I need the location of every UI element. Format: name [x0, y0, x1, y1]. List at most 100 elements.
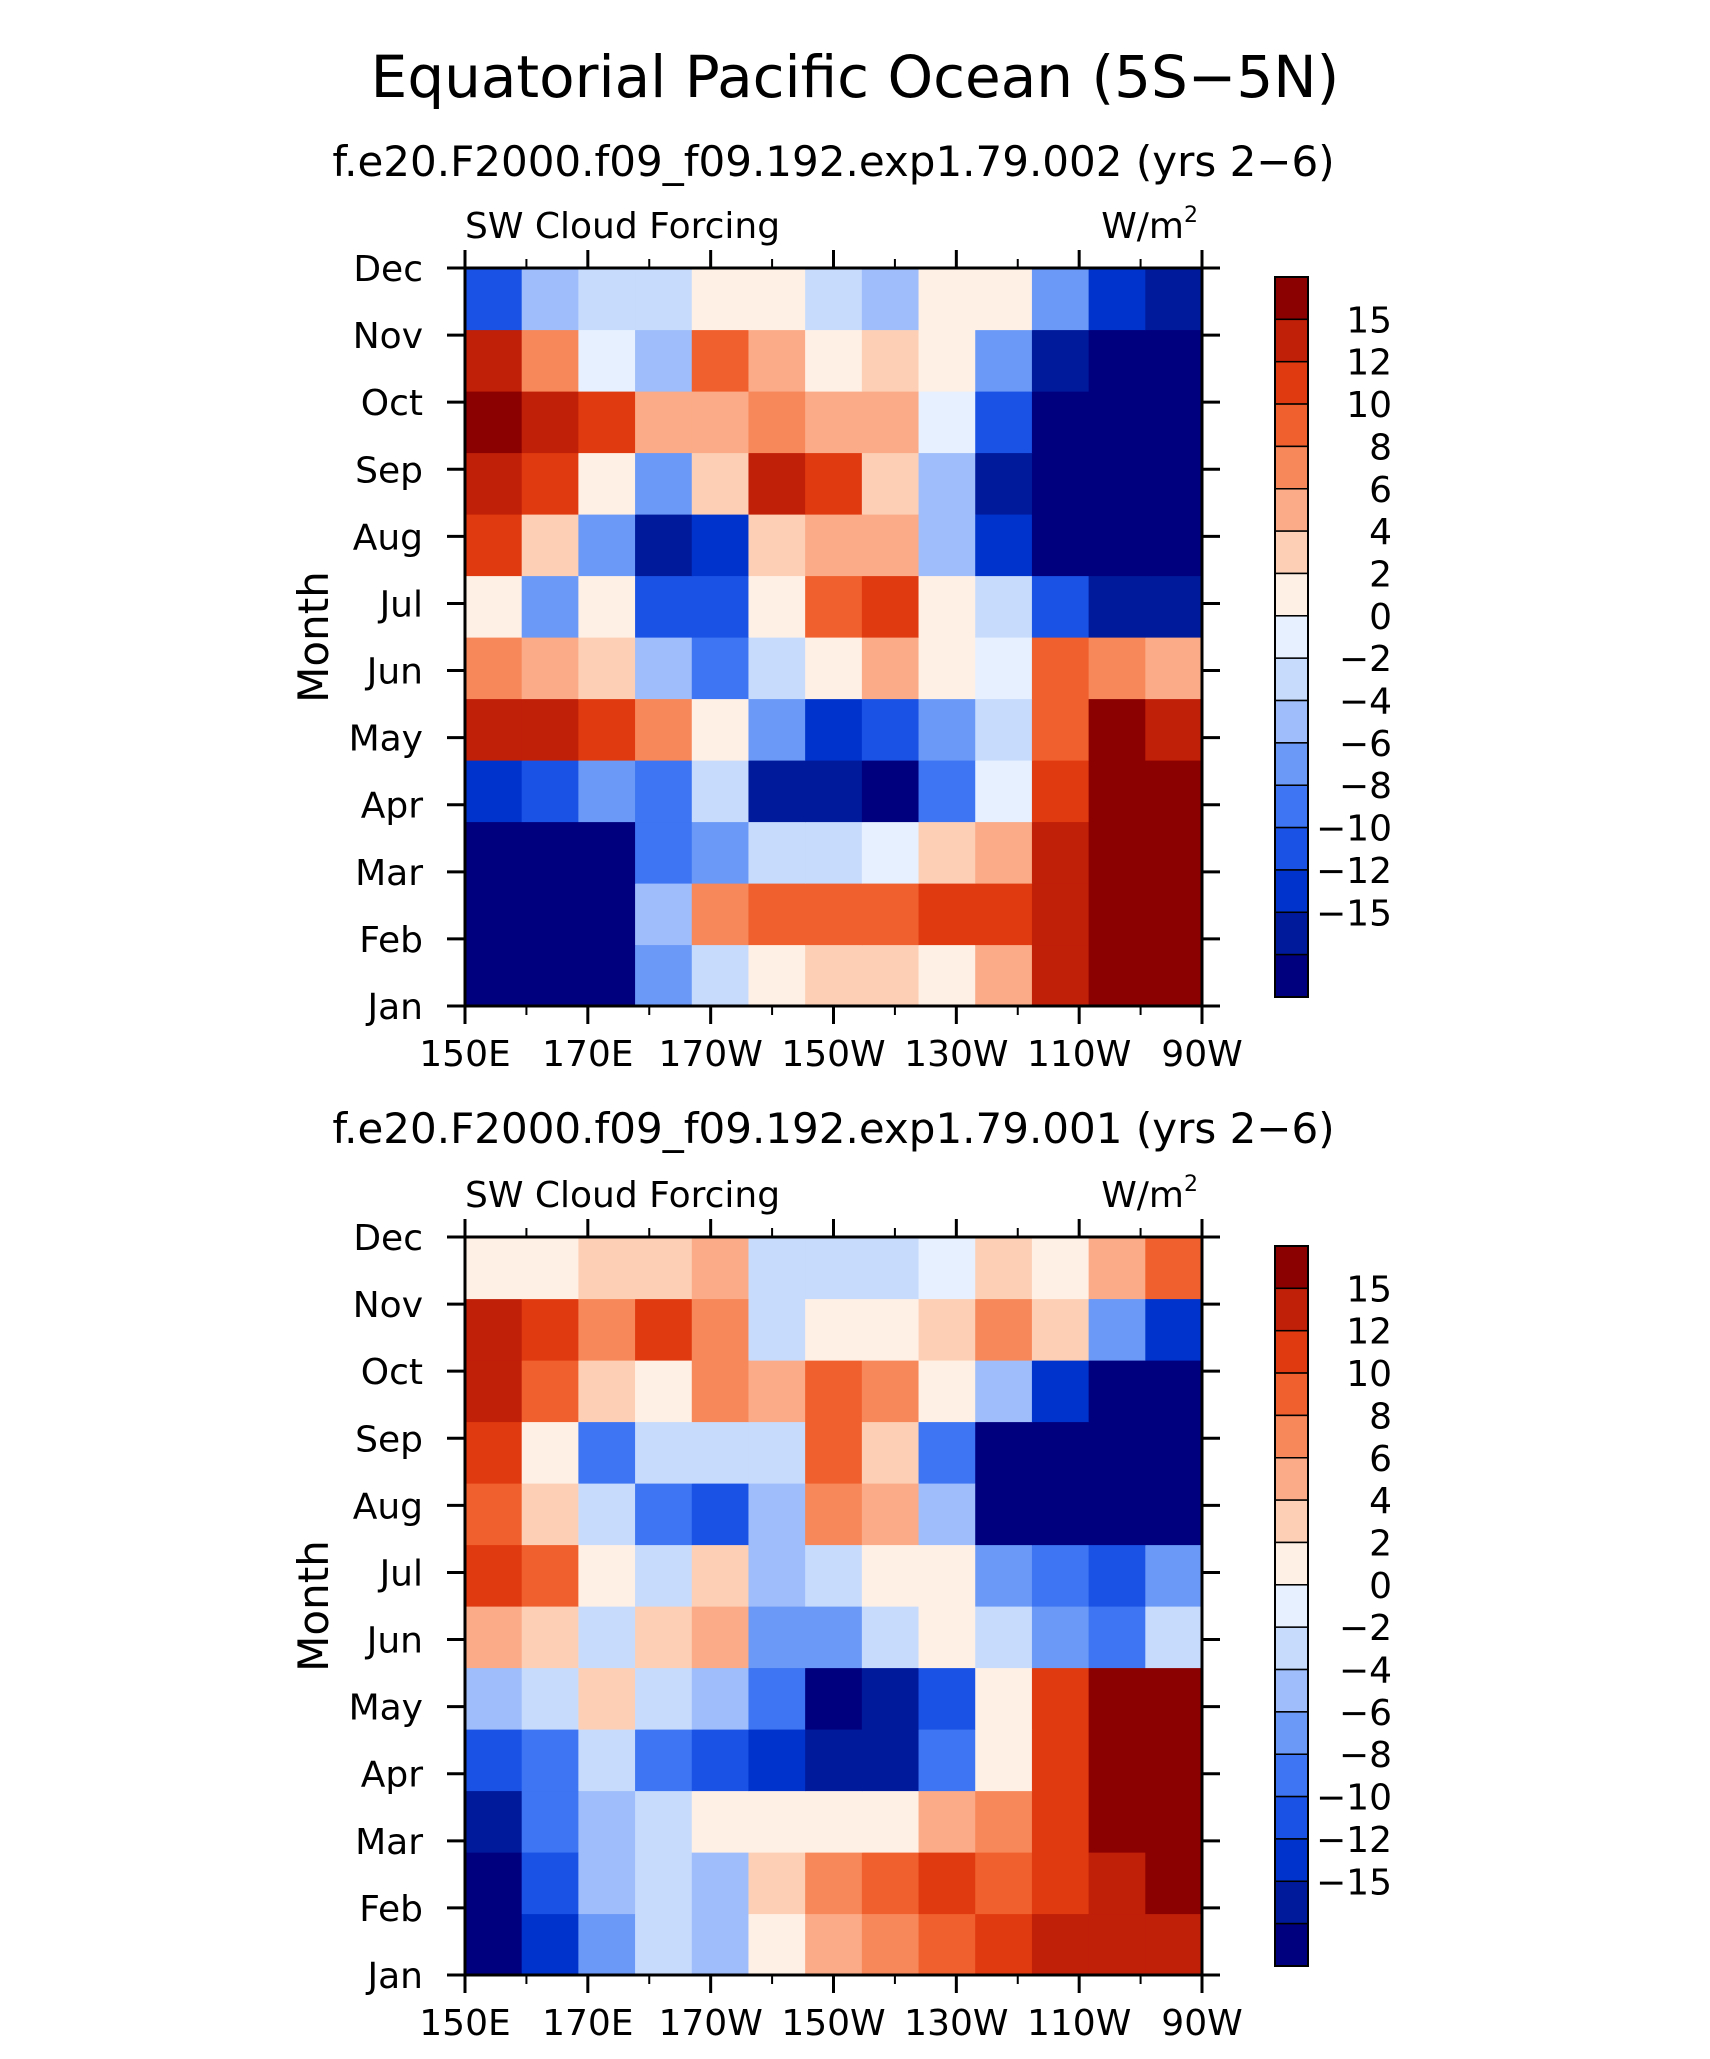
colorbar-box	[1274, 1541, 1309, 1586]
heatmap-cell	[1031, 1421, 1090, 1484]
heatmap-cell	[465, 1360, 523, 1423]
heatmap-cell	[1145, 1606, 1203, 1669]
heatmap-cell	[578, 883, 636, 946]
colorbar-label: −8	[1339, 766, 1392, 807]
heatmap-cell	[805, 329, 863, 392]
heatmap-cell	[691, 1360, 750, 1423]
colorbar-box	[1274, 1414, 1309, 1459]
heatmap-cell	[1031, 1667, 1090, 1730]
heatmap-cell	[691, 1606, 750, 1669]
heatmap-cell	[521, 698, 579, 761]
y-tick-label: Nov	[353, 316, 423, 357]
heatmap-cell	[918, 883, 976, 946]
colorbar-box	[1274, 826, 1309, 871]
y-axis-title: Month	[289, 571, 338, 703]
heatmap-cell	[578, 452, 636, 515]
heatmap-cell	[861, 1790, 920, 1853]
heatmap-cell	[748, 944, 806, 1007]
heatmap-cell	[861, 329, 920, 392]
heatmap-cell	[691, 698, 750, 761]
heatmap-cell	[861, 1667, 920, 1730]
heatmap-cell	[748, 1667, 806, 1730]
heatmap-cell	[918, 760, 976, 823]
heatmap-cell	[521, 1790, 579, 1853]
heatmap-cell	[861, 637, 920, 700]
heatmap-cell	[1145, 821, 1203, 884]
heatmap-cell	[465, 1483, 523, 1546]
heatmap-cell	[975, 1360, 1033, 1423]
heatmap-cell	[691, 1729, 750, 1792]
heatmap-cell	[861, 575, 920, 638]
heatmap-cell	[748, 575, 806, 638]
heatmap-cell	[691, 1852, 750, 1915]
y-tick-label: Oct	[361, 1352, 423, 1393]
heatmap-cell	[748, 452, 806, 515]
x-tick-label: 150W	[781, 1034, 885, 1075]
heatmap-cell	[1088, 1544, 1146, 1607]
heatmap-cell	[521, 944, 579, 1007]
heatmap-cell	[465, 452, 523, 515]
heatmap-cell	[578, 637, 636, 700]
heatmap-cell	[465, 760, 523, 823]
y-tick-label: Sep	[355, 1419, 423, 1460]
heatmap-cell	[805, 1360, 863, 1423]
y-tick-label: Feb	[359, 1889, 423, 1930]
heatmap-cell	[918, 514, 976, 577]
heatmap-cell	[578, 944, 636, 1007]
heatmap-cell	[861, 1421, 920, 1484]
heatmap-cell	[691, 1298, 750, 1361]
heatmap-cell	[521, 575, 579, 638]
heatmap-cell	[805, 1483, 863, 1546]
heatmap-cell	[1145, 1237, 1203, 1300]
heatmap-cell	[691, 944, 750, 1007]
heatmap-cell	[578, 1729, 636, 1792]
heatmap-cell	[578, 268, 636, 331]
heatmap-cells	[465, 268, 1203, 1007]
heatmap-cell	[918, 1298, 976, 1361]
heatmap-cell	[635, 575, 693, 638]
heatmap-cell	[1145, 329, 1203, 392]
heatmap-cell	[1031, 1852, 1090, 1915]
heatmap-cell	[748, 1606, 806, 1669]
heatmap-cell	[861, 391, 920, 454]
colorbar-box	[1274, 445, 1309, 490]
y-tick-label: Feb	[359, 920, 423, 961]
heatmap-cell	[465, 1790, 523, 1853]
heatmap-cell	[805, 698, 863, 761]
heatmap-cell	[805, 821, 863, 884]
colorbar-box	[1274, 1668, 1309, 1713]
y-tick-label: Dec	[353, 249, 423, 290]
heatmap-cell	[635, 1237, 693, 1300]
x-tick-label: 170E	[542, 1034, 633, 1075]
heatmap-cell	[521, 1667, 579, 1730]
heatmap-cell	[465, 268, 523, 331]
heatmap-cell	[465, 1298, 523, 1361]
heatmap-cell	[1145, 1667, 1203, 1730]
heatmap-cell	[975, 1298, 1033, 1361]
heatmap-cell	[748, 821, 806, 884]
colorbar-frame	[1274, 276, 1309, 998]
heatmap-cell	[805, 268, 863, 331]
heatmap-cell	[635, 698, 693, 761]
units-label: W/m	[1101, 206, 1184, 247]
heatmap-cell	[1031, 1913, 1090, 1976]
heatmap-cell	[465, 637, 523, 700]
heatmap-cell	[1031, 391, 1090, 454]
colorbar-box	[1274, 1795, 1309, 1840]
heatmap-cell	[1088, 760, 1146, 823]
heatmap-cell	[805, 1790, 863, 1853]
colorbar-label: 12	[1346, 343, 1392, 384]
heatmap-cell	[975, 268, 1033, 331]
y-tick-label: Jun	[365, 652, 423, 693]
heatmap-cell	[805, 1667, 863, 1730]
heatmap-cell	[521, 452, 579, 515]
heatmap-cell	[465, 883, 523, 946]
heatmap-cell	[861, 1729, 920, 1792]
heatmap-cell	[691, 821, 750, 884]
heatmap-cell	[521, 1729, 579, 1792]
heatmap-cell	[691, 391, 750, 454]
units-superscript: 2	[1184, 1172, 1198, 1197]
